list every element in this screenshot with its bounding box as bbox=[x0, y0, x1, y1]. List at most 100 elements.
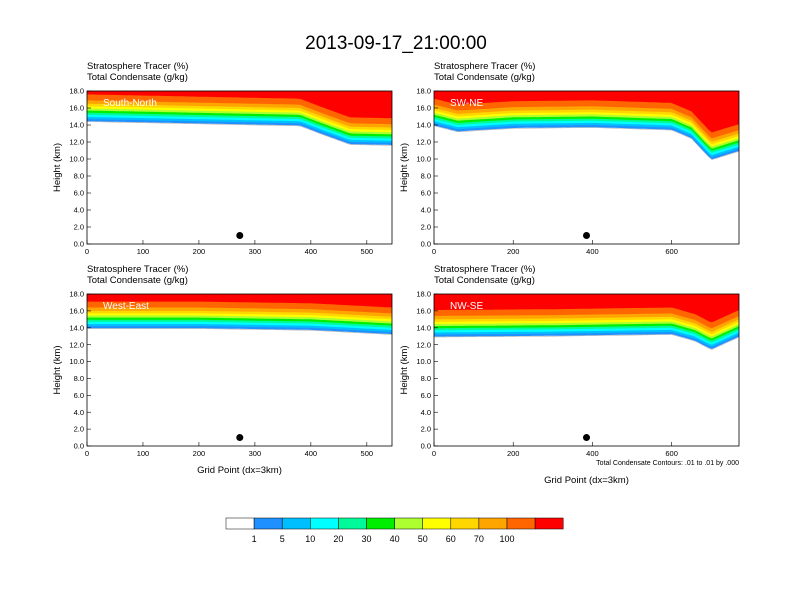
colorbar-label: 20 bbox=[333, 534, 343, 544]
y-tick-label: 12.0 bbox=[69, 340, 84, 349]
tracer-band-11 bbox=[434, 91, 739, 133]
panel-south-north: Stratosphere Tracer (%)Total Condensate … bbox=[52, 61, 393, 256]
y-tick-label: 2.0 bbox=[74, 425, 84, 434]
y-tick-label: 16.0 bbox=[416, 104, 431, 113]
condensate-contour bbox=[434, 125, 739, 160]
y-tick-label: 0.0 bbox=[421, 442, 431, 451]
panel-sw-ne: Stratosphere Tracer (%)Total Condensate … bbox=[399, 61, 740, 256]
y-axis-label: Height (km) bbox=[52, 345, 63, 394]
x-tick-label: 500 bbox=[361, 449, 374, 458]
x-tick-label: 400 bbox=[305, 247, 318, 256]
y-tick-label: 6.0 bbox=[421, 189, 431, 198]
y-tick-label: 10.0 bbox=[416, 155, 431, 164]
panel-subtitle-tracer: Stratosphere Tracer (%) bbox=[87, 61, 188, 72]
x-tick-label: 0 bbox=[85, 247, 89, 256]
colorbar-swatch bbox=[225, 517, 255, 530]
y-tick-label: 8.0 bbox=[74, 374, 84, 383]
condensate-contour bbox=[87, 328, 392, 335]
panel-subtitle-condensate: Total Condensate (g/kg) bbox=[434, 275, 535, 286]
y-axis-label: Height (km) bbox=[52, 143, 63, 192]
y-tick-label: 14.0 bbox=[69, 323, 84, 332]
y-tick-label: 14.0 bbox=[416, 323, 431, 332]
y-tick-label: 16.0 bbox=[69, 306, 84, 315]
colorbar-swatch bbox=[450, 517, 480, 530]
x-axis-label: Grid Point (dx=3km) bbox=[544, 475, 629, 486]
y-tick-label: 12.0 bbox=[416, 340, 431, 349]
colorbar-swatch bbox=[281, 517, 311, 530]
location-marker bbox=[236, 232, 244, 239]
y-tick-label: 4.0 bbox=[421, 206, 431, 215]
y-tick-label: 16.0 bbox=[69, 104, 84, 113]
x-tick-label: 500 bbox=[361, 247, 374, 256]
panels: Stratosphere Tracer (%) Total Condensate … bbox=[52, 61, 740, 486]
x-tick-label: 400 bbox=[586, 247, 599, 256]
colorbar-label: 50 bbox=[418, 534, 428, 544]
plot-area bbox=[434, 294, 739, 446]
colorbar-label: 100 bbox=[499, 534, 514, 544]
x-tick-label: 0 bbox=[85, 449, 89, 458]
x-axis-label: Grid Point (dx=3km) bbox=[197, 465, 282, 476]
y-tick-label: 14.0 bbox=[69, 121, 84, 130]
y-tick-label: 8.0 bbox=[74, 172, 84, 181]
colorbar-swatch bbox=[478, 517, 508, 530]
plot-area bbox=[87, 294, 392, 446]
x-tick-label: 200 bbox=[507, 247, 520, 256]
x-tick-label: 200 bbox=[193, 449, 206, 458]
colorbar-label: 60 bbox=[446, 534, 456, 544]
colorbar-label: 40 bbox=[390, 534, 400, 544]
panel-subtitle-tracer: Stratosphere Tracer (%) bbox=[87, 264, 188, 275]
x-tick-label: 0 bbox=[432, 247, 436, 256]
y-tick-label: 10.0 bbox=[416, 357, 431, 366]
y-tick-label: 8.0 bbox=[421, 374, 431, 383]
x-tick-label: 300 bbox=[249, 449, 262, 458]
colorbar-swatch bbox=[338, 517, 367, 530]
colorbar-swatch bbox=[534, 517, 564, 530]
y-axis-label: Height (km) bbox=[399, 143, 410, 192]
colorbar-swatch bbox=[366, 517, 395, 530]
tracer-band-11 bbox=[87, 91, 392, 119]
y-tick-label: 12.0 bbox=[416, 138, 431, 147]
plot-frame bbox=[86, 293, 393, 447]
condensate-contour bbox=[87, 121, 392, 146]
plot-area bbox=[434, 91, 739, 244]
y-tick-label: 2.0 bbox=[421, 223, 431, 232]
colorbar: 1 5 10 20 30 40 50 60 70 100 bbox=[225, 517, 564, 544]
plot-frame bbox=[86, 90, 393, 245]
location-marker bbox=[236, 434, 244, 442]
y-tick-label: 10.0 bbox=[69, 155, 84, 164]
x-tick-label: 100 bbox=[137, 247, 150, 256]
x-tick-label: 200 bbox=[193, 247, 206, 256]
colorbar-swatch bbox=[310, 517, 339, 530]
contour-note: Total Condensate Contours: .01 to .01 by… bbox=[596, 460, 739, 467]
x-tick-label: 300 bbox=[249, 247, 262, 256]
y-tick-label: 14.0 bbox=[416, 121, 431, 130]
y-tick-label: 4.0 bbox=[421, 408, 431, 417]
y-tick-label: 2.0 bbox=[74, 223, 84, 232]
colorbar-label: 70 bbox=[474, 534, 484, 544]
colorbar-swatch bbox=[506, 517, 536, 530]
x-tick-label: 200 bbox=[507, 449, 520, 458]
figure-title: 2013-09-17_21:00:00 bbox=[305, 33, 487, 54]
panel-subtitle-condensate: Total Condensate (g/kg) bbox=[434, 72, 535, 83]
colorbar-label: 5 bbox=[280, 534, 285, 544]
x-tick-label: 100 bbox=[137, 449, 150, 458]
y-tick-label: 18.0 bbox=[69, 290, 84, 299]
x-tick-label: 600 bbox=[665, 247, 678, 256]
y-tick-label: 6.0 bbox=[74, 189, 84, 198]
y-tick-label: 18.0 bbox=[69, 87, 84, 96]
x-tick-label: 0 bbox=[432, 449, 436, 458]
panel-nw-se: Stratosphere Tracer (%)Total Condensate … bbox=[399, 264, 740, 486]
y-tick-label: 12.0 bbox=[69, 138, 84, 147]
panel-label: South-North bbox=[103, 98, 157, 109]
x-tick-label: 600 bbox=[665, 449, 678, 458]
y-tick-label: 0.0 bbox=[74, 240, 84, 249]
location-marker bbox=[583, 232, 590, 239]
y-tick-label: 18.0 bbox=[416, 87, 431, 96]
y-tick-label: 4.0 bbox=[74, 206, 84, 215]
y-tick-label: 6.0 bbox=[421, 391, 431, 400]
colorbar-label: 10 bbox=[305, 534, 315, 544]
y-tick-label: 2.0 bbox=[421, 425, 431, 434]
y-tick-label: 16.0 bbox=[416, 306, 431, 315]
colorbar-label: 1 bbox=[252, 534, 257, 544]
